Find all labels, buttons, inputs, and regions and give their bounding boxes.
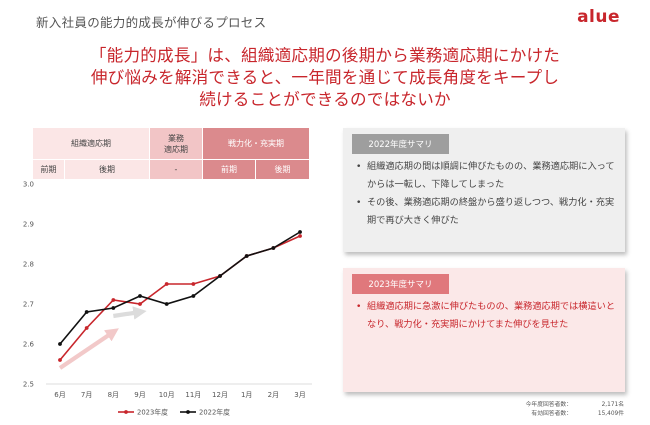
data-point [111,306,116,310]
data-point [271,246,276,250]
phase-business-line-2: 適応期 [164,144,188,154]
data-point [138,302,142,306]
phase-business-adaptation: 業務 適応期 [150,128,202,159]
x-tick-label: 8月 [108,391,119,399]
headline: 「能力的成長」は、組織適応期の後期から業務適応期にかけた 伸び悩みを解消できると… [24,45,626,111]
x-tick-label: 11月 [185,391,201,399]
data-point [298,234,302,238]
phase-contribution-late: 後期 [256,160,309,179]
summary-2022-list: 組織適応期の間は順調に伸びたものの、業務適応期に入ってからは一転し、下降してしま… [353,158,621,230]
phase-business-sub: - [150,160,202,179]
x-tick-label: 3月 [294,391,305,399]
phase-contribution: 戦力化・充実期 [203,128,309,159]
series-line [59,231,301,345]
phase-org-late: 後期 [65,160,149,179]
respondent-count-label: 今年度回答者数： [525,402,572,408]
phase-table: 組織適応期 業務 適応期 戦力化・充実期 前期 後期 - 前期 後期 [33,128,309,179]
x-tick-label: 9月 [134,391,145,399]
data-point [138,294,142,298]
trend-arrow [58,328,119,370]
legend-label: 2022年度 [199,408,230,417]
data-point [58,342,62,346]
summary-2023-tag: 2023年度サマリ [352,274,449,294]
summary-2022-tag: 2022年度サマリ [352,134,449,154]
y-tick-label: 3.0 [23,181,34,189]
y-tick-label: 2.8 [23,261,34,269]
summary-card-2023: 2023年度サマリ 組織適応期に急激に伸びたものの、業務適応期では横這いとなり、… [343,268,625,392]
data-point [218,274,222,278]
summary-2022-item: その後、業務適応期の終盤から盛り返しつつ、戦力化・充実期で再び大きく伸びた [353,194,621,230]
summary-2023-list: 組織適応期に急激に伸びたものの、業務適応期では横這いとなり、戦力化・充実期にかけ… [353,298,621,334]
data-point [84,310,89,314]
data-point [111,298,116,302]
data-point [191,294,196,298]
respondent-count-value: 2,171名 [601,402,624,408]
legend-marker [186,410,190,414]
data-point [244,254,249,258]
data-point [298,230,302,234]
data-point [164,282,169,286]
valid-count-value: 15,409件 [597,410,624,417]
trend-arrow [113,306,147,320]
phase-contribution-early: 前期 [203,160,255,179]
growth-line-chart: 2.5 2.6 2.7 2.8 2.9 3.0 6月 7月 8月 9月 10月 11月 12月 1月 2月 3… [23,181,312,417]
data-point [164,302,169,306]
y-tick-label: 2.7 [23,301,34,309]
x-tick-label: 1月 [241,391,252,399]
y-tick-label: 2.9 [23,221,34,229]
x-tick-label: 2月 [268,391,279,399]
summary-card-2022: 2022年度サマリ 組織適応期の間は順調に伸びたものの、業務適応期に入ってからは… [343,128,625,252]
summary-2023-item: 組織適応期に急激に伸びたものの、業務適応期では横這いとなり、戦力化・充実期にかけ… [353,298,621,334]
phase-org-early: 前期 [33,160,64,179]
headline-line-2: 伸び悩みを解消できると、一年間を通じて成長角度をキープし [90,68,560,87]
headline-line-1: 「能力的成長」は、組織適応期の後期から業務適応期にかけた [89,46,561,65]
x-tick-label: 6月 [54,391,65,399]
y-tick-label: 2.6 [23,341,35,349]
summary-2022-item: 組織適応期の間は順調に伸びたものの、業務適応期に入ってからは一転し、下降してしま… [353,158,621,194]
data-point [191,282,196,286]
legend-label: 2023年度 [137,408,168,417]
phase-org-adaptation: 組織適応期 [33,128,149,159]
headline-line-3: 続けることができるのではないか [199,90,451,109]
phase-business-line-1: 業務 [168,133,184,143]
data-point [58,358,62,362]
page-title: 新入社員の能力的成長が伸びるプロセス [36,15,267,30]
valid-count-label: 有効回答者数： [531,410,572,417]
x-tick-label: 12月 [212,391,228,399]
brand-logo: alue [577,7,620,27]
legend-marker [124,410,128,414]
x-tick-label: 7月 [81,391,92,399]
data-point [84,326,89,330]
x-tick-label: 10月 [159,391,175,399]
y-tick-label: 2.5 [23,381,34,389]
respondent-footnote: 今年度回答者数： 2,171名 有効回答者数： 15,409件 [526,401,624,418]
